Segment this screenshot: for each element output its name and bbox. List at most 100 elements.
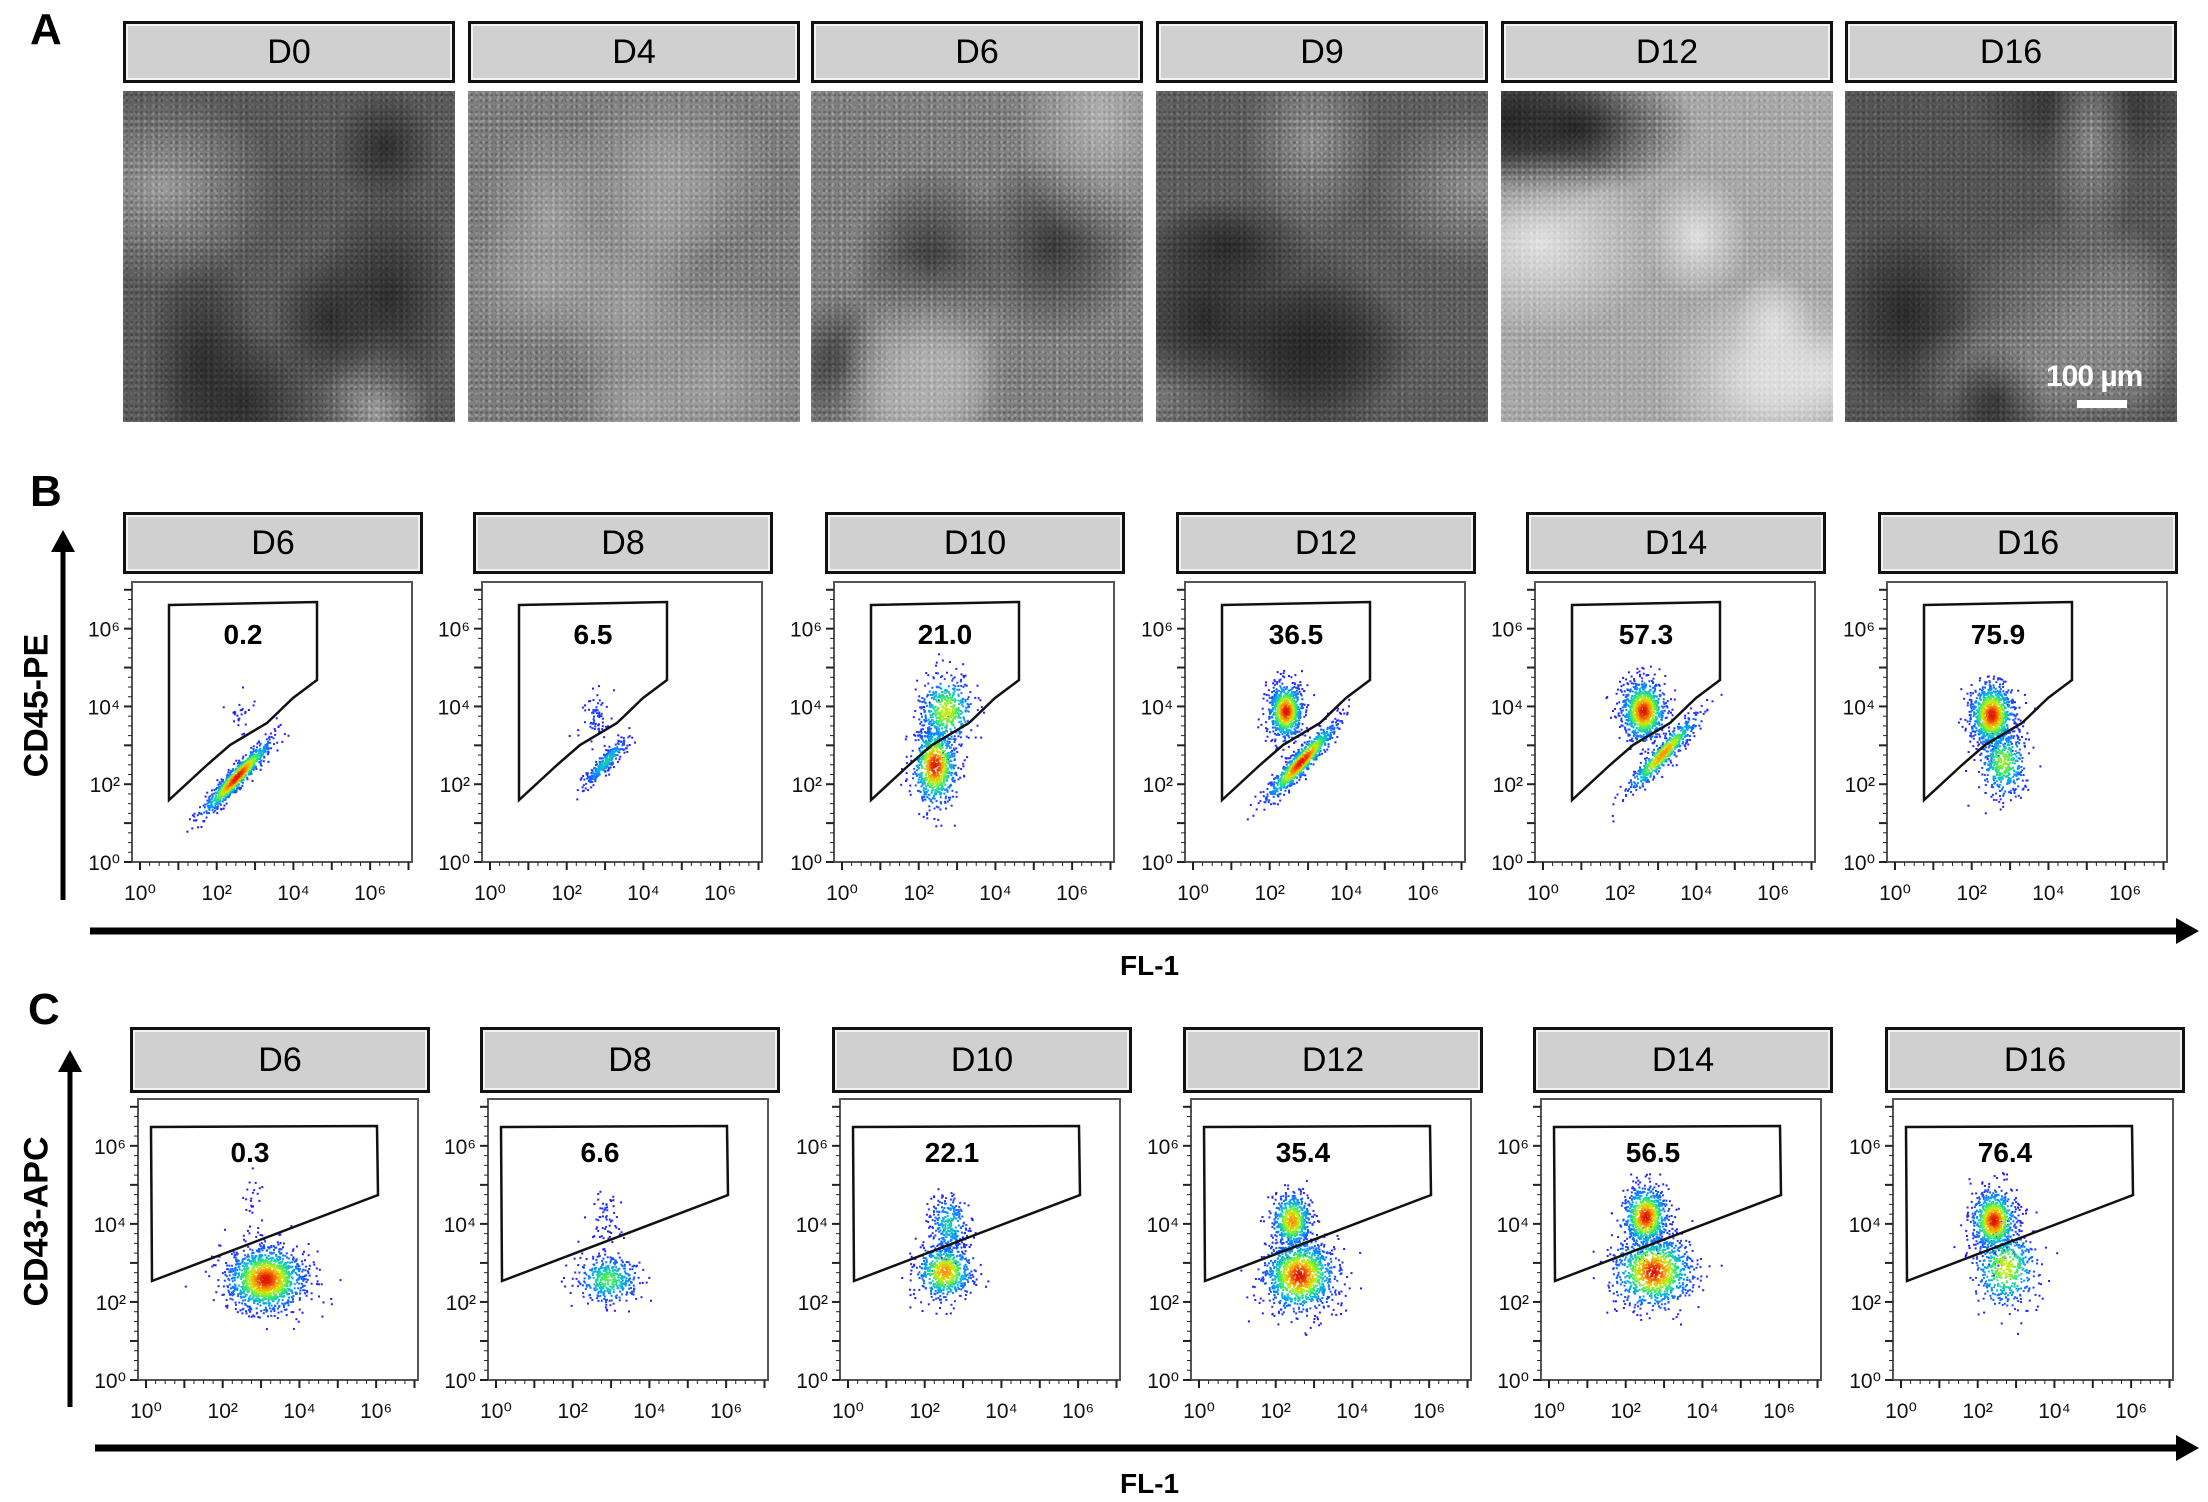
micrograph-texture xyxy=(1156,91,1488,422)
y-tick-label: 10² xyxy=(798,1292,828,1315)
y-tick-label: 10⁰ xyxy=(796,1370,828,1393)
gate-polygon xyxy=(1570,600,1722,803)
y-tick-label: 10⁰ xyxy=(1491,852,1523,875)
y-tick-label: 10² xyxy=(440,774,470,797)
x-tick-label: 10⁶ xyxy=(1413,1400,1445,1423)
y-tick-label: 10⁶ xyxy=(1497,1136,1529,1159)
panel-c-header-d8: D8 xyxy=(480,1027,780,1093)
gate-polygon xyxy=(1220,600,1372,803)
gate-polygon xyxy=(149,1124,380,1283)
x-tick-label: 10⁴ xyxy=(1330,882,1362,905)
event-dots xyxy=(568,685,636,801)
gate-percentage: 75.9 xyxy=(1971,619,2026,650)
x-tick-label: 10⁰ xyxy=(130,1400,162,1423)
y-tick-label: 10² xyxy=(1493,774,1523,797)
gate-polygon xyxy=(1904,1124,2135,1283)
y-tick-label: 10⁶ xyxy=(796,1136,828,1159)
scale-bar-label: 100 µm xyxy=(2046,360,2143,393)
micrograph-texture xyxy=(468,91,800,422)
micrograph-texture xyxy=(1845,91,2177,422)
x-tick-label: 10⁰ xyxy=(480,1400,512,1423)
gate-percentage: 22.1 xyxy=(925,1137,980,1168)
x-tick-label: 10⁶ xyxy=(360,1400,392,1423)
gate-percentage: 56.5 xyxy=(1626,1137,1681,1168)
panel-a-header-d9: D9 xyxy=(1156,21,1488,83)
panel-c-header-d14: D14 xyxy=(1533,1027,1833,1093)
panel-b-header-d14: D14 xyxy=(1526,512,1826,574)
y-tick-label: 10² xyxy=(1851,1292,1881,1315)
y-tick-label: 10⁴ xyxy=(1843,696,1875,719)
micrograph-d16 xyxy=(1845,91,2177,422)
y-tick-label: 10⁴ xyxy=(94,1214,126,1237)
event-dots xyxy=(1953,1172,2059,1335)
x-tick-label: 10⁶ xyxy=(710,1400,742,1423)
panel-a-header-d4: D4 xyxy=(468,21,800,83)
y-tick-label: 10² xyxy=(1845,774,1875,797)
y-tick-label: 10⁶ xyxy=(88,619,120,642)
gate-polygon xyxy=(499,1124,730,1283)
gate-percentage: 0.2 xyxy=(224,619,263,650)
y-tick-label: 10² xyxy=(96,1292,126,1315)
y-tick-label: 10² xyxy=(446,1292,476,1315)
x-tick-label: 10⁴ xyxy=(985,1400,1017,1423)
event-dots xyxy=(184,1167,342,1331)
x-tick-label: 10⁴ xyxy=(1680,882,1712,905)
panel-b-header-d8: D8 xyxy=(473,512,773,574)
x-tick-label: 10⁰ xyxy=(826,882,858,905)
y-tick-label: 10⁰ xyxy=(1849,1370,1881,1393)
panel-b-header-d16: D16 xyxy=(1878,512,2178,574)
panel-b-header-d12: D12 xyxy=(1176,512,1476,574)
gate-percentage: 6.6 xyxy=(581,1137,620,1168)
gate-polygon xyxy=(167,600,319,803)
panel-c-y-axis-label: CD43-APC xyxy=(17,1136,56,1307)
event-dots xyxy=(1957,675,2042,815)
x-tick-label: 10² xyxy=(1963,1400,1993,1423)
y-tick-label: 10⁶ xyxy=(94,1136,126,1159)
x-tick-label: 10² xyxy=(1957,882,1987,905)
panel-c-x-axis-label: FL-1 xyxy=(1120,1468,1180,1499)
panel-a-header-d16: D16 xyxy=(1845,21,2177,83)
y-tick-label: 10⁰ xyxy=(1843,852,1875,875)
micrograph-d6 xyxy=(811,91,1143,422)
y-tick-label: 10⁰ xyxy=(88,852,120,875)
panel-a-letter: A xyxy=(30,5,62,54)
y-tick-label: 10⁰ xyxy=(1497,1370,1529,1393)
x-tick-label: 10⁴ xyxy=(633,1400,665,1423)
panel-a-header-d12: D12 xyxy=(1501,21,1833,83)
x-tick-label: 10⁶ xyxy=(1763,1400,1795,1423)
gate-percentage: 0.3 xyxy=(231,1137,270,1168)
x-tick-label: 10² xyxy=(208,1400,238,1423)
panel-b-header-d6: D6 xyxy=(123,512,423,574)
micrograph-texture xyxy=(811,91,1143,422)
y-tick-label: 10⁰ xyxy=(790,852,822,875)
y-tick-label: 10⁶ xyxy=(1141,619,1173,642)
micrograph-d0 xyxy=(123,91,455,422)
panel-c-header-d6: D6 xyxy=(130,1027,430,1093)
panel-a-header-d6: D6 xyxy=(811,21,1143,83)
x-tick-label: 10² xyxy=(552,882,582,905)
y-tick-label: 10⁶ xyxy=(1491,619,1523,642)
x-tick-label: 10⁶ xyxy=(354,882,386,905)
y-tick-label: 10⁶ xyxy=(438,619,470,642)
y-tick-label: 10⁶ xyxy=(444,1136,476,1159)
gate-polygon xyxy=(1922,600,2074,803)
x-tick-label: 10⁰ xyxy=(1183,1400,1215,1423)
gate-polygon xyxy=(851,1124,1082,1283)
panel-b-header-d10: D10 xyxy=(825,512,1125,574)
gate-polygon xyxy=(1552,1124,1783,1283)
y-tick-label: 10⁴ xyxy=(88,696,120,719)
y-tick-label: 10² xyxy=(1499,1292,1529,1315)
y-tick-label: 10⁰ xyxy=(1147,1370,1179,1393)
micrograph-d4 xyxy=(468,91,800,422)
x-tick-label: 10² xyxy=(910,1400,940,1423)
gate-percentage: 6.5 xyxy=(574,619,613,650)
x-tick-label: 10² xyxy=(1605,882,1635,905)
scale-bar xyxy=(2077,400,2127,408)
x-tick-label: 10⁰ xyxy=(1527,882,1559,905)
x-tick-label: 10⁴ xyxy=(979,882,1011,905)
